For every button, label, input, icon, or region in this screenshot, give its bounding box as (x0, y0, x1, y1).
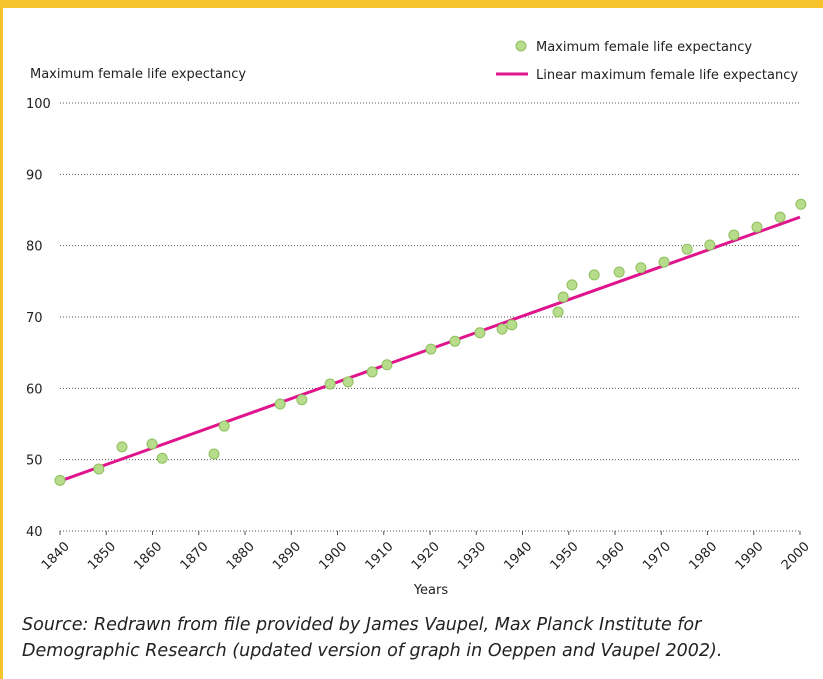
data-point (588, 269, 600, 281)
source-note: Source: Redrawn from file provided by Ja… (22, 612, 812, 664)
data-point (449, 335, 461, 347)
x-tick-label: 1920 (409, 539, 443, 573)
data-point (795, 198, 807, 210)
data-point (566, 279, 578, 291)
data-point (751, 221, 763, 233)
y-tick-label: 40 (26, 525, 43, 540)
x-tick-label: 1880 (224, 539, 258, 573)
x-tick-label: 1930 (455, 539, 489, 573)
data-point (156, 452, 168, 464)
x-tick-label: 1950 (548, 539, 582, 573)
source-line: Source: Redrawn from file provided by Ja… (22, 615, 702, 635)
y-axis-label: Maximum female life expectancy (30, 67, 246, 82)
data-point (116, 441, 128, 453)
data-point (506, 319, 518, 331)
x-tick-label: 1960 (594, 539, 628, 573)
x-tick-label: 2000 (779, 539, 813, 573)
banner (0, 0, 823, 8)
y-tick-label: 80 (26, 240, 43, 255)
x-tick-label: 1980 (686, 539, 720, 573)
data-point (296, 394, 308, 406)
data-point (425, 343, 437, 355)
legend-label: Linear maximum female life expectancy (536, 68, 798, 83)
x-tick-label: 1860 (131, 539, 165, 573)
y-tick-label: 70 (26, 311, 43, 326)
x-tick-label: 1970 (640, 539, 674, 573)
x-tick-label: 1900 (316, 539, 350, 573)
y-tick-label: 100 (26, 97, 51, 112)
data-point (613, 266, 625, 278)
data-point (704, 239, 716, 251)
data-point (381, 359, 393, 371)
data-point (474, 327, 486, 339)
x-tick-label: 1870 (178, 539, 212, 573)
y-tick-label: 90 (26, 168, 43, 183)
x-tick-label: 1940 (501, 539, 535, 573)
legend-swatch (515, 40, 527, 52)
data-point (635, 262, 647, 274)
data-point (658, 256, 670, 268)
data-point (218, 420, 230, 432)
source-line: Demographic Research (updated version of… (22, 641, 723, 661)
data-point (274, 398, 286, 410)
left-border (0, 0, 3, 679)
data-point (146, 438, 158, 450)
y-tick-label: 60 (26, 382, 43, 397)
data-point (728, 229, 740, 241)
x-tick-label: 1990 (733, 539, 767, 573)
data-point (342, 376, 354, 388)
legend-label: Maximum female life expectancy (536, 40, 752, 55)
x-tick-label: 1890 (270, 539, 304, 573)
x-tick-label: 1840 (39, 539, 73, 573)
y-tick-label: 50 (26, 454, 43, 469)
data-point (54, 474, 66, 486)
x-tick-label: 1850 (85, 539, 119, 573)
x-axis-label: Years (413, 583, 449, 598)
data-point (496, 323, 508, 335)
x-tick-label: 1910 (363, 539, 397, 573)
data-point (557, 291, 569, 303)
data-point (681, 243, 693, 255)
data-point (324, 378, 336, 390)
data-point (552, 306, 564, 318)
data-point (774, 211, 786, 223)
data-point (208, 448, 220, 460)
data-point (93, 463, 105, 475)
data-point (366, 366, 378, 378)
